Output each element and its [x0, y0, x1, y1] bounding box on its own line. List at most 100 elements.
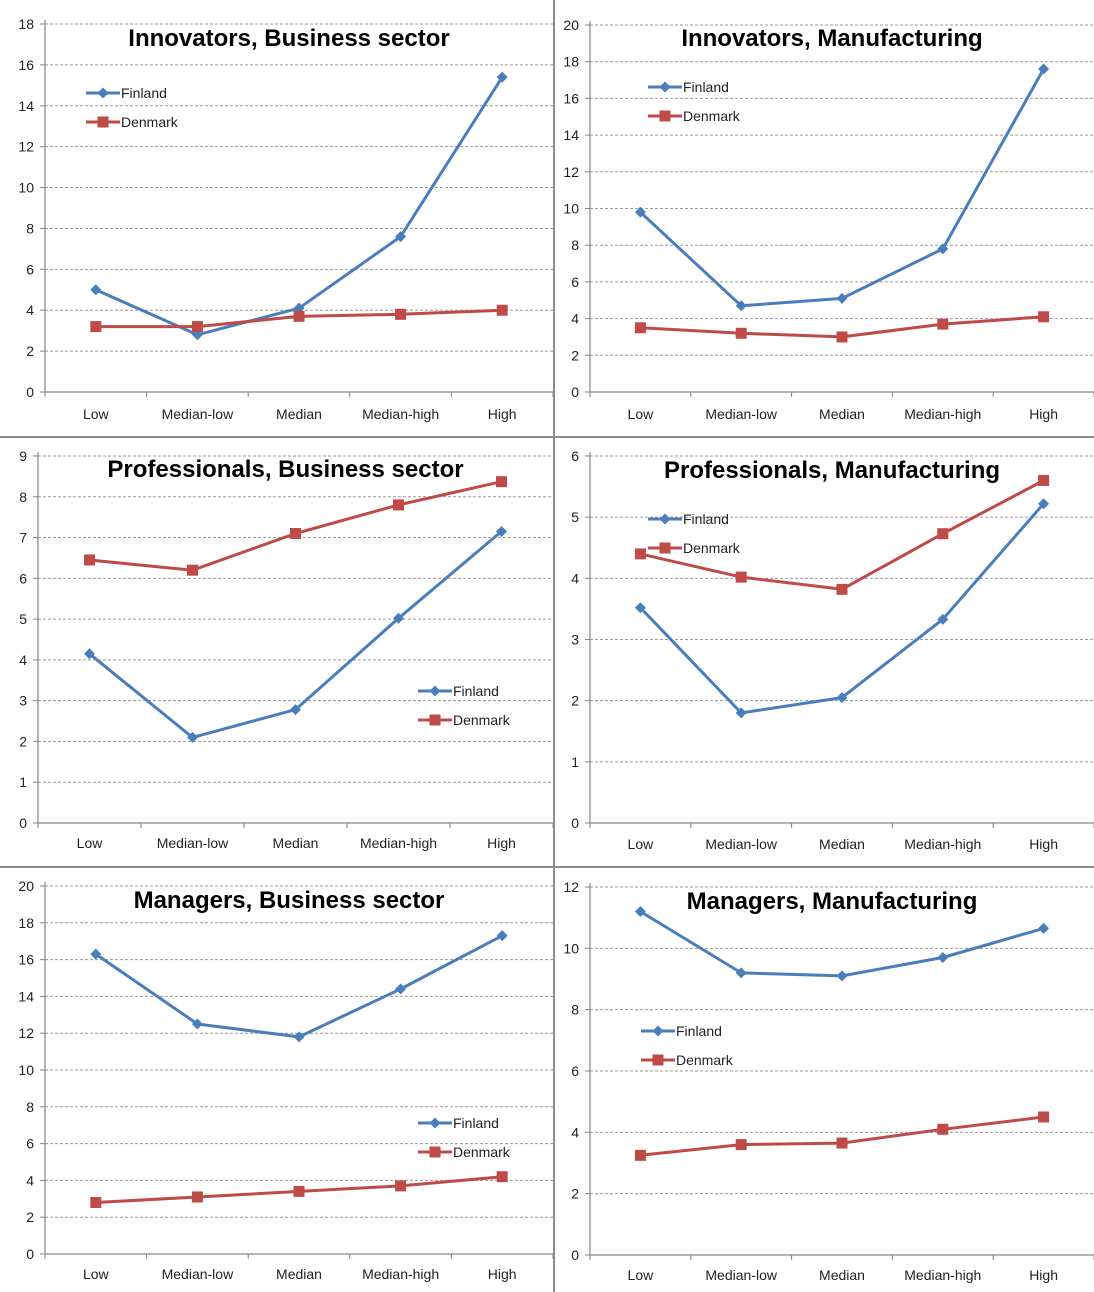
y-tick-label: 0 — [571, 1247, 579, 1263]
legend: Finland Denmark — [648, 79, 741, 124]
data-point-denmark — [836, 331, 848, 343]
x-tick-label: Median-high — [362, 406, 439, 422]
legend: Finland Denmark — [418, 683, 511, 728]
data-point-finland — [496, 930, 508, 942]
x-tick-label: Low — [628, 1267, 655, 1283]
series-finland — [90, 71, 508, 341]
gridlines — [38, 455, 553, 783]
data-point-finland — [187, 731, 198, 743]
y-tick-label: 8 — [19, 489, 27, 505]
data-point-finland — [496, 525, 507, 537]
data-point-denmark — [735, 571, 747, 583]
y-tick-label: 16 — [18, 57, 34, 73]
legend: Finland Denmark — [418, 1115, 511, 1160]
y-tick-label: 18 — [563, 54, 579, 70]
y-tick-label: 10 — [18, 1062, 34, 1078]
y-tick-label: 6 — [26, 261, 34, 277]
legend-marker-finland — [97, 87, 109, 99]
x-tick-label: Median — [819, 836, 865, 852]
y-tick-label: 4 — [571, 1124, 579, 1140]
x-tick-label: High — [1029, 1267, 1058, 1283]
y-tick-label: 14 — [563, 127, 579, 143]
legend-marker-finland — [652, 1025, 664, 1037]
data-point-finland — [393, 612, 404, 624]
chart-title: Professionals, Business sector — [107, 456, 463, 483]
data-point-denmark — [634, 322, 646, 334]
data-point-denmark — [496, 1171, 508, 1183]
line-chart-svg: 0 2 4 6 8 10 12 14 16 18 20 Low Median-low Median Medi… — [563, 17, 1094, 422]
y-tick-label: 0 — [571, 384, 579, 400]
y-tick-label: 5 — [571, 509, 579, 525]
line-chart-svg: 0 2 4 6 8 10 12 14 16 18 Low Median-low Median Median… — [18, 16, 553, 422]
x-tick-label: Median — [276, 406, 322, 422]
legend-label: Finland — [683, 511, 729, 527]
y-tick-label: 8 — [26, 1099, 34, 1115]
y-tick-label: 1 — [19, 774, 27, 790]
data-point-denmark — [293, 1185, 305, 1197]
y-tick-label: 9 — [19, 448, 27, 464]
data-point-finland — [90, 284, 102, 296]
data-point-denmark — [937, 528, 949, 540]
line-chart-svg: 0 1 2 3 4 5 6 7 8 9 Low Median-low Median Median-high… — [19, 448, 553, 851]
data-point-finland — [290, 704, 301, 716]
y-tick-label: 2 — [19, 733, 27, 749]
data-point-denmark — [735, 327, 747, 339]
y-tick-label: 3 — [19, 693, 27, 709]
series-line — [640, 1115, 1044, 1157]
y-tick-label: 2 — [26, 1209, 34, 1225]
x-tick-labels: Low Median-low Median Median-high High — [44, 392, 553, 422]
legend-label: Finland — [453, 683, 499, 699]
x-tick-label: Median-low — [705, 1267, 777, 1283]
chart-title: Innovators, Business sector — [128, 25, 449, 52]
data-point-finland — [634, 206, 646, 218]
y-tick-label: 4 — [571, 570, 579, 586]
y-tick-labels: 0 2 4 6 8 10 12 14 16 18 20 — [18, 878, 45, 1262]
data-point-denmark — [634, 1149, 646, 1161]
x-tick-labels: Low Median-low Median Median-high High — [589, 823, 1094, 852]
data-point-finland — [836, 970, 848, 982]
y-tick-label: 4 — [26, 302, 34, 318]
legend-label: Finland — [683, 79, 729, 95]
y-tick-label: 14 — [18, 988, 34, 1004]
data-point-finland — [84, 648, 95, 660]
data-point-finland — [937, 243, 949, 255]
y-tick-label: 18 — [18, 16, 34, 32]
x-tick-labels: Low Median-low Median Median-high High — [589, 1255, 1094, 1283]
y-tick-label: 16 — [18, 952, 34, 968]
legend: Finland Denmark — [641, 1023, 734, 1068]
data-point-denmark — [496, 304, 508, 316]
x-tick-label: Median-low — [162, 406, 234, 422]
y-tick-label: 7 — [19, 530, 27, 546]
x-tick-label: High — [488, 406, 517, 422]
x-tick-label: Median-low — [705, 406, 777, 422]
legend-marker-finland — [659, 513, 671, 525]
x-tick-label: Median-high — [904, 406, 981, 422]
x-tick-label: Low — [628, 406, 655, 422]
data-point-denmark — [395, 1180, 407, 1192]
legend-label: Denmark — [676, 1052, 734, 1068]
x-tick-label: High — [488, 1266, 517, 1282]
series-denmark — [634, 1111, 1050, 1161]
chart-panel-2: 0 2 4 6 8 10 12 14 16 18 20 Low Median-low Median Medi… — [555, 0, 1094, 436]
y-tick-label: 6 — [26, 1136, 34, 1152]
legend-marker-denmark — [659, 542, 671, 554]
y-tick-label: 6 — [571, 1063, 579, 1079]
x-tick-label: Median — [276, 1266, 322, 1282]
y-tick-label: 1 — [571, 754, 579, 770]
y-tick-label: 6 — [571, 448, 579, 464]
y-tick-label: 18 — [18, 915, 34, 931]
y-tick-labels: 0 2 4 6 8 10 12 — [563, 879, 590, 1263]
y-tick-label: 8 — [26, 220, 34, 236]
x-tick-label: High — [1029, 406, 1058, 422]
gridlines — [45, 885, 553, 1218]
series-denmark — [634, 474, 1050, 595]
x-tick-label: Median-high — [362, 1266, 439, 1282]
series-line — [639, 502, 1045, 715]
gridlines — [590, 455, 1094, 763]
series-denmark — [90, 304, 508, 333]
legend-label: Denmark — [453, 712, 511, 728]
legend-label: Finland — [121, 85, 167, 101]
data-point-denmark — [395, 308, 407, 320]
x-tick-label: Median-high — [360, 835, 437, 851]
data-point-finland — [836, 292, 848, 304]
